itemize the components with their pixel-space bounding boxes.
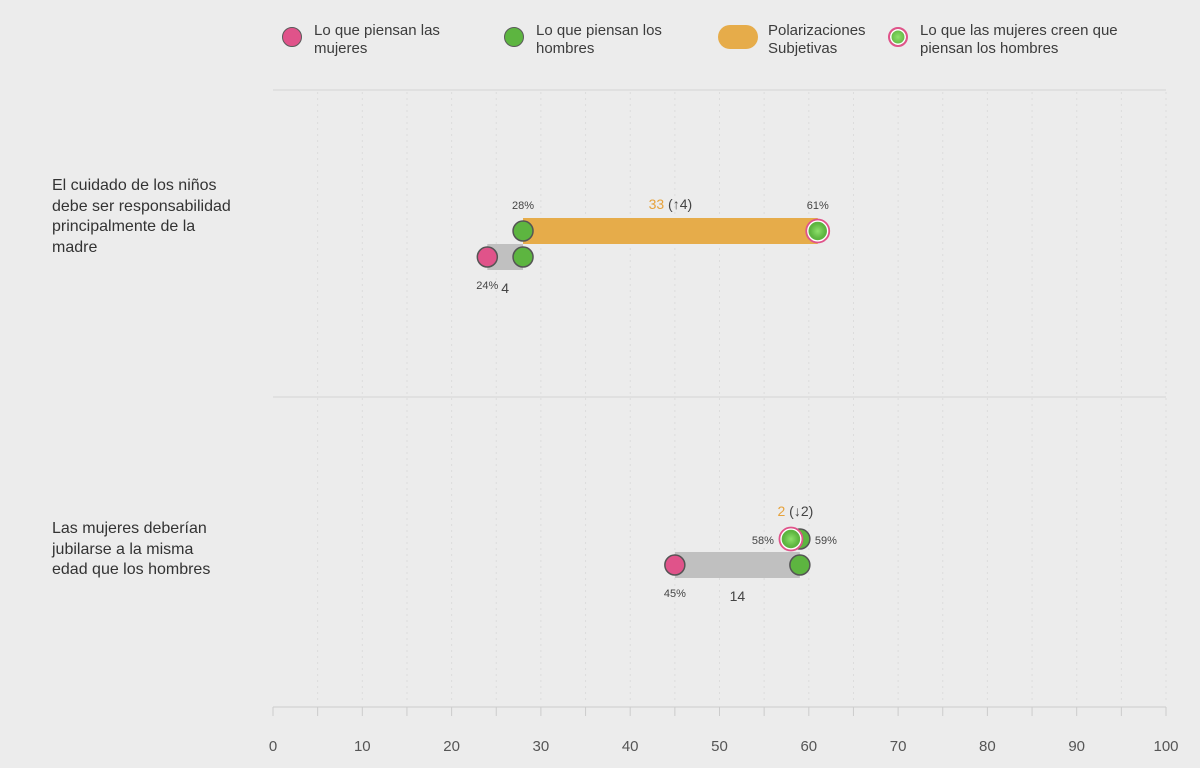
question-label-retirement: Las mujeres deberían jubilarse a la mism…	[52, 520, 211, 578]
legend-item-polarization: Polarizaciones Subjetivas	[718, 22, 866, 58]
x-tick-label: 60	[800, 738, 817, 755]
women-value-label: 24%	[476, 280, 498, 292]
polarization-bar	[523, 218, 818, 244]
polarization-change: (↓2)	[789, 503, 813, 519]
row-group: 28% 61% 33 (↑4) 24% 4	[476, 196, 831, 296]
polarization-label: 2 (↓2)	[777, 503, 813, 519]
believe-point-inner	[780, 528, 802, 550]
x-tick-label: 90	[1068, 738, 1085, 755]
x-tick-label: 30	[533, 738, 550, 755]
legend-swatch-polarization	[718, 25, 758, 49]
legend-item-women: Lo que piensan las mujeres	[282, 22, 440, 58]
polarization-change: (↑4)	[668, 196, 692, 212]
gap-value-label: 14	[730, 588, 746, 604]
men-point	[512, 220, 534, 242]
legend-label-men: Lo que piensan los hombres	[536, 22, 662, 57]
believe-value-label: 61%	[807, 200, 829, 212]
polarization-label: 33 (↑4)	[649, 196, 693, 212]
women-value-label: 45%	[664, 588, 686, 600]
men-point	[512, 246, 534, 268]
legend-swatch-women-believe-men	[888, 27, 908, 47]
believe-point	[778, 526, 804, 552]
x-tick-label: 70	[890, 738, 907, 755]
x-tick-label: 80	[979, 738, 996, 755]
x-tick-label: 40	[622, 738, 639, 755]
men-value-label: 59%	[815, 535, 837, 547]
men-value-label: 28%	[512, 200, 534, 212]
believe-point-inner	[806, 220, 829, 242]
believe-value-label: 58%	[752, 535, 774, 547]
women-point	[664, 554, 686, 576]
legend-label-polarization: Polarizaciones Subjetivas	[768, 22, 866, 57]
x-tick-label: 50	[711, 738, 728, 755]
legend-swatch-women	[282, 27, 302, 47]
legend-label-women-believe-men: Lo que las mujeres creen que piensan los…	[920, 22, 1118, 57]
men-point	[789, 554, 811, 576]
polarization-value: 2	[777, 503, 789, 519]
gap-bar	[674, 552, 800, 578]
legend-label-women: Lo que piensan las mujeres	[314, 22, 440, 57]
legend-item-women-believe-men: Lo que las mujeres creen que piensan los…	[888, 22, 1118, 58]
x-tick-label: 10	[354, 738, 371, 755]
gap-value-label: 4	[501, 280, 509, 296]
believe-point	[805, 218, 831, 244]
question-label-childcare: El cuidado de los niños debe ser respons…	[52, 177, 231, 256]
x-tick-label: 100	[1153, 738, 1178, 755]
row-group: 58% 59% 2 (↓2) 45% 14	[664, 503, 837, 604]
x-tick-label: 0	[269, 738, 277, 755]
legend-swatch-men	[504, 27, 524, 47]
polarization-value: 33	[649, 196, 668, 212]
women-point	[476, 246, 499, 268]
legend-item-men: Lo que piensan los hombres	[504, 22, 662, 58]
x-tick-label: 20	[443, 738, 460, 755]
